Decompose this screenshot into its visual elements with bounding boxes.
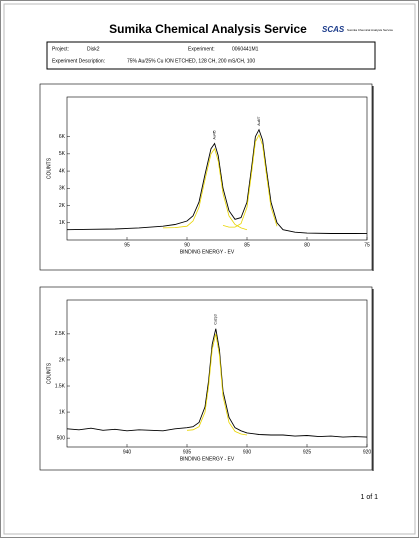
x-tick-label: 920 <box>363 449 372 455</box>
page-inner <box>3 3 416 535</box>
spectrum-line <box>162 147 248 231</box>
chart-frame <box>39 83 373 271</box>
experiment: 0060441M1 <box>232 46 259 52</box>
y-tick-label: 500 <box>57 435 66 441</box>
y-axis-label: COUNTS <box>46 362 52 384</box>
x-tick-label: 75 <box>364 242 370 248</box>
x-tick-label: 925 <box>303 449 312 455</box>
x-tick-label: 85 <box>244 242 250 248</box>
x-tick-label: 90 <box>184 242 190 248</box>
y-tick-label: 1K <box>59 409 66 415</box>
logo: SCAS <box>322 25 345 34</box>
info-box <box>46 41 376 70</box>
x-tick-label: 930 <box>243 449 252 455</box>
spectrum-line <box>222 133 278 228</box>
y-axis-label: COUNTS <box>46 157 52 179</box>
y-tick-label: 3K <box>59 186 66 192</box>
spectrum-line <box>186 333 248 436</box>
x-tick-label: 935 <box>183 449 192 455</box>
y-tick-label: 5K <box>59 151 66 157</box>
title: Sumika Chemical Analysis Service <box>109 22 307 36</box>
x-axis-label: BINDING ENERGY - EV <box>180 456 235 462</box>
spectrum-line <box>66 128 368 235</box>
peak-label: Au4f7 <box>257 117 261 126</box>
y-tick-label: 2K <box>59 203 66 209</box>
description: 75% Au/25% Cu ION ETCHED, 128 CH, 200 mS… <box>127 58 255 64</box>
project: Disk2 <box>87 46 100 52</box>
y-tick-label: 2.5K <box>55 331 66 337</box>
y-tick-label: 2K <box>59 357 66 363</box>
y-tick-label: 1K <box>59 220 66 226</box>
peak-label: Cu2p3 <box>214 314 218 324</box>
description-label: Experiment Description: <box>52 58 105 64</box>
y-tick-label: 6K <box>59 134 66 140</box>
x-axis-label: BINDING ENERGY - EV <box>180 249 235 255</box>
project-label: Project: <box>52 46 69 52</box>
peak-label: Au4f5 <box>213 130 217 139</box>
y-tick-label: 4K <box>59 168 66 174</box>
experiment-label: Experiment: <box>188 46 215 52</box>
logo-text: Sumika Chemical Analysis Service <box>347 28 393 32</box>
plot-area <box>66 96 368 241</box>
x-tick-label: 940 <box>123 449 132 455</box>
plot-area <box>66 299 368 448</box>
y-tick-label: 1.5K <box>55 383 66 389</box>
x-tick-label: 80 <box>304 242 310 248</box>
chart-frame <box>39 286 373 471</box>
x-tick-label: 95 <box>124 242 130 248</box>
spectrum-line <box>66 328 368 438</box>
page-number: 1 of 1 <box>360 494 378 501</box>
